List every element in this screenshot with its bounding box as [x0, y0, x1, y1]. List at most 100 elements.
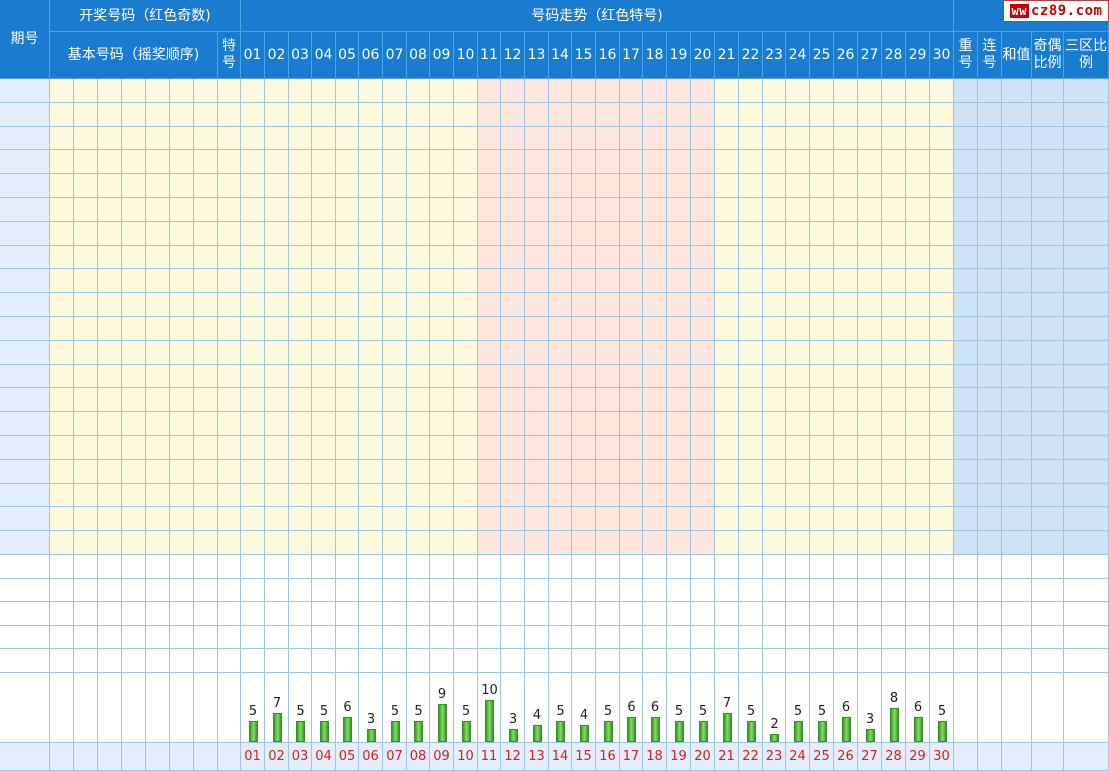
trend-cell — [454, 317, 478, 341]
sum-value — [1002, 198, 1032, 222]
trend-cell — [383, 150, 407, 175]
trend-hit — [454, 126, 478, 151]
trend-cell — [763, 198, 786, 222]
basic-number — [74, 245, 98, 270]
stats-empty — [954, 673, 978, 743]
trend-hit — [691, 436, 715, 460]
trend-cell — [786, 364, 810, 389]
trend-cell — [289, 150, 312, 175]
empty-cell — [0, 602, 50, 626]
empty-cell — [359, 555, 383, 579]
trend-hit — [525, 317, 549, 341]
empty-cell — [525, 649, 549, 673]
trend-hit — [312, 126, 336, 151]
empty-cell — [1032, 578, 1064, 603]
period-cell — [0, 459, 50, 484]
trend-cell — [265, 507, 289, 532]
trend-cell — [715, 436, 739, 460]
trend-cell — [549, 412, 572, 436]
three-zone-ratio — [1064, 531, 1109, 555]
footer-number: 04 — [312, 743, 336, 771]
trend-cell — [763, 483, 786, 508]
trend-hit — [620, 388, 643, 413]
trend-cell — [763, 412, 786, 436]
three-zone-ratio — [1064, 126, 1109, 151]
trend-hit — [810, 483, 834, 508]
empty-cell — [858, 625, 882, 650]
empty-cell — [407, 625, 430, 650]
empty-cell — [289, 649, 312, 673]
basic-number — [50, 412, 74, 436]
trend-cell — [336, 340, 359, 365]
trend-cell — [572, 317, 596, 341]
trend-cell — [572, 412, 596, 436]
trend-cell — [289, 317, 312, 341]
empty-cell — [478, 555, 501, 579]
odd-even-ratio — [1032, 293, 1064, 317]
trend-cell — [834, 459, 858, 484]
footer-number: 08 — [407, 743, 430, 771]
repeat-count — [954, 221, 978, 246]
basic-number — [74, 79, 98, 103]
trend-cell — [643, 436, 667, 460]
basic-number — [146, 340, 170, 365]
trend-cell — [359, 340, 383, 365]
trend-hit — [715, 269, 739, 294]
empty-cell — [930, 649, 954, 673]
empty-cell — [407, 602, 430, 626]
trend-cell — [834, 245, 858, 270]
trend-hit — [478, 198, 501, 222]
basic-number — [146, 102, 170, 127]
trend-cell — [265, 436, 289, 460]
basic-number — [122, 79, 146, 103]
empty-cell — [98, 625, 122, 650]
basic-number — [74, 531, 98, 555]
site-logo[interactable]: ww cz89.com — [1003, 0, 1109, 22]
empty-cell — [289, 625, 312, 650]
trend-hit — [407, 317, 430, 341]
empty-cell — [336, 555, 359, 579]
frequency-label: 6 — [343, 699, 352, 715]
header-number: 24 — [786, 32, 810, 79]
special-number — [218, 102, 241, 127]
trend-cell — [430, 483, 454, 508]
header-number: 13 — [525, 32, 549, 79]
frequency-label: 3 — [865, 712, 875, 728]
trend-hit — [667, 364, 691, 389]
basic-number — [194, 364, 218, 389]
trend-cell — [289, 79, 312, 103]
trend-hit — [596, 412, 620, 436]
trend-cell — [501, 293, 525, 317]
trend-cell — [930, 317, 954, 341]
empty-cell — [572, 625, 596, 650]
empty-cell — [691, 578, 715, 603]
empty-cell — [620, 649, 643, 673]
consecutive-count — [978, 317, 1002, 341]
three-zone-ratio — [1064, 221, 1109, 246]
trend-cell — [549, 174, 572, 198]
trend-hit — [407, 79, 430, 103]
trend-cell — [549, 531, 572, 555]
basic-number — [194, 269, 218, 294]
stats-empty — [74, 673, 98, 743]
empty-cell — [1032, 602, 1064, 626]
empty-cell — [954, 649, 978, 673]
trend-cell — [715, 79, 739, 103]
empty-cell — [146, 602, 170, 626]
empty-cell — [1002, 649, 1032, 673]
trend-cell — [525, 388, 549, 413]
stats-empty — [122, 673, 146, 743]
header-number: 14 — [549, 32, 572, 79]
trend-cell — [930, 436, 954, 460]
header-number: 22 — [739, 32, 763, 79]
trend-cell — [739, 174, 763, 198]
trend-hit — [478, 531, 501, 555]
special-number — [218, 245, 241, 270]
trend-hit — [596, 364, 620, 389]
trend-cell — [359, 459, 383, 484]
trend-hit — [407, 507, 430, 532]
frequency-label: 5 — [461, 704, 471, 719]
period-cell — [0, 198, 50, 222]
trend-cell — [763, 364, 786, 389]
trend-hit — [667, 340, 691, 365]
